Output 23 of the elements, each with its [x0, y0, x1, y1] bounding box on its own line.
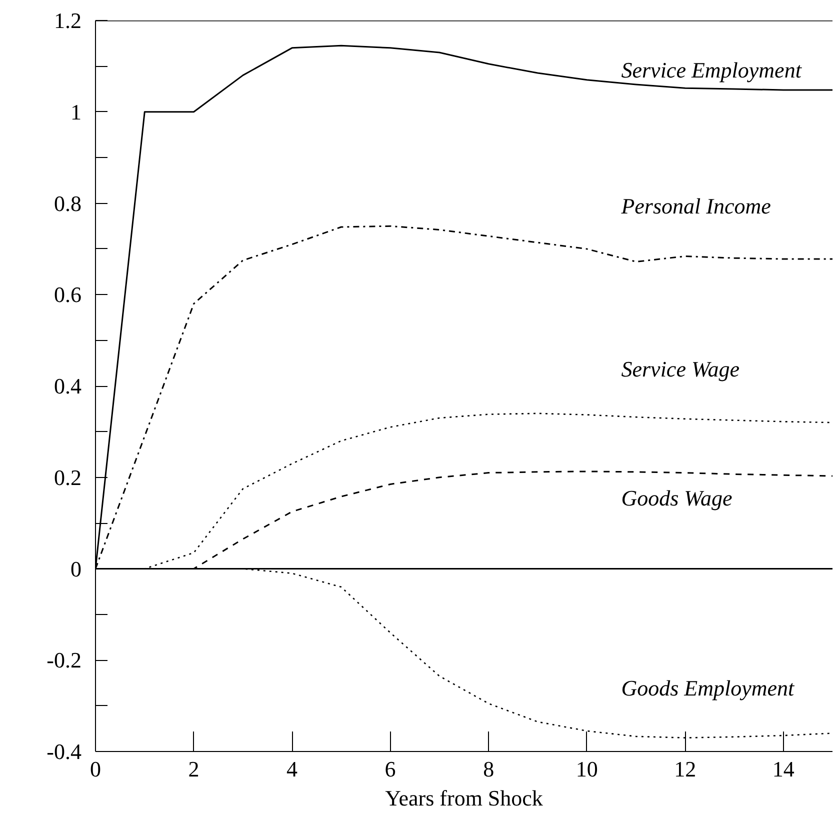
x-tick-label: 12: [674, 756, 696, 782]
x-tick-label: 8: [483, 756, 494, 782]
y-tick-label: 1: [70, 99, 82, 124]
series-label: Goods Wage: [621, 485, 732, 510]
y-tick-label: -0.4: [46, 739, 82, 764]
x-tick-label: 4: [286, 756, 298, 782]
x-tick-label: 10: [576, 756, 598, 782]
y-tick-label: 0.6: [54, 282, 82, 308]
x-axis-title: Years from Shock: [385, 786, 543, 810]
series-label: Goods Employment: [621, 675, 796, 700]
x-tick-label: 0: [90, 756, 101, 782]
y-tick-label: 1.2: [54, 8, 82, 33]
y-tick-label: 0.8: [54, 190, 82, 216]
x-tick-label: 6: [384, 756, 396, 782]
series-label: Personal Income: [620, 194, 772, 219]
y-tick-label: 0: [70, 556, 82, 582]
series-label: Service Wage: [621, 356, 740, 382]
x-tick-label: 14: [772, 756, 794, 782]
y-tick-label: -0.2: [46, 648, 82, 673]
series-label: Service Employment: [621, 58, 802, 83]
y-tick-label: 0.4: [54, 374, 82, 398]
x-tick-label: 2: [188, 756, 200, 782]
y-tick-label: 0.2: [54, 464, 82, 490]
